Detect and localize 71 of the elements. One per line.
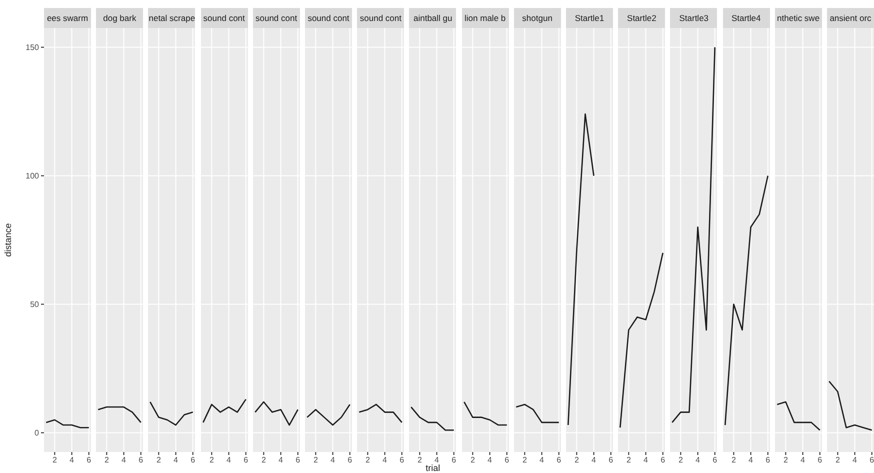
chart-title: netal scrape: [148, 8, 196, 28]
x-tick-label: 2: [366, 456, 371, 465]
x-tick-label: 2: [104, 456, 110, 465]
x-tick-label: 2: [313, 456, 318, 465]
x-tick-label: 2: [52, 456, 58, 465]
x-tick-label: 6: [452, 456, 458, 465]
chart-title: dog bark: [96, 8, 144, 28]
x-tick-label: 6: [191, 456, 196, 465]
x-tick-label: 4: [382, 456, 388, 465]
chart-title: sound cont: [252, 8, 300, 28]
x-tick-label: 2: [783, 456, 788, 465]
x-tick-label: 4: [539, 456, 544, 465]
chart-title: Startle1: [566, 8, 613, 28]
chart-title: lion male b: [462, 8, 509, 28]
x-tick-label: 2: [678, 456, 684, 465]
chart-title: Startle4: [722, 8, 770, 28]
chart-title: sound cont: [357, 8, 404, 28]
x-tick-label: 4: [800, 456, 806, 465]
x-tick-label: 2: [418, 456, 423, 465]
chart-title: aintball gu: [409, 8, 456, 28]
chart-title: ees swarm: [44, 8, 91, 28]
x-tick-label: 2: [835, 456, 840, 465]
x-tick-label: 2: [470, 456, 476, 465]
x-tick-label: 6: [348, 456, 353, 465]
y-axis-title: distance: [3, 223, 14, 257]
x-tick-label: 4: [70, 456, 75, 465]
chart-title: Startle3: [670, 8, 718, 28]
x-tick-label: 4: [487, 456, 492, 465]
x-tick-label: 6: [608, 456, 614, 465]
y-tick-label: 0: [34, 428, 40, 438]
x-tick-label: 4: [278, 456, 284, 465]
x-tick-label: 6: [86, 456, 92, 465]
x-tick-label: 4: [226, 456, 232, 465]
x-tick-label: 4: [852, 456, 858, 465]
x-tick-label: 6: [556, 456, 562, 465]
chart-title: shotgun: [514, 8, 561, 28]
chart-title: sound cont: [200, 8, 248, 28]
y-tick-label: 50: [30, 300, 40, 310]
x-tick-label: 4: [174, 456, 179, 465]
x-tick-label: 6: [400, 456, 405, 465]
x-tick-label: 4: [696, 456, 701, 465]
x-tick-label: 2: [731, 456, 736, 465]
y-tick-label: 100: [26, 172, 40, 181]
x-tick-label: 6: [504, 456, 510, 465]
x-tick-label: 2: [209, 456, 214, 465]
chart-title: ansient orc: [827, 8, 874, 28]
x-tick-label: 4: [434, 456, 440, 465]
chart-title: Startle2: [618, 8, 666, 28]
x-tick-label: 6: [870, 456, 874, 465]
line-series: [45, 419, 90, 428]
x-tick-label: 4: [592, 456, 597, 465]
x-tick-label: 2: [626, 456, 632, 465]
x-axis-title: trial: [424, 463, 442, 473]
x-tick-label: 2: [261, 456, 266, 465]
x-tick-label: 6: [817, 456, 822, 465]
x-tick-label: 4: [644, 456, 649, 465]
x-tick-label: 2: [522, 456, 528, 465]
x-tick-label: 2: [156, 456, 162, 465]
x-tick-label: 4: [122, 456, 127, 465]
chart-title: nthetic swe: [774, 8, 822, 28]
x-tick-label: 6: [138, 456, 144, 465]
x-tick-label: 6: [243, 456, 248, 465]
x-tick-label: 4: [748, 456, 754, 465]
x-tick-label: 6: [295, 456, 300, 465]
x-tick-label: 6: [713, 456, 718, 465]
x-tick-label: 6: [660, 456, 666, 465]
y-tick-label: 150: [26, 43, 40, 52]
x-tick-label: 2: [574, 456, 580, 465]
x-tick-label: 4: [330, 456, 336, 465]
x-tick-label: 6: [765, 456, 770, 465]
chart-title: sound cont: [305, 8, 352, 28]
